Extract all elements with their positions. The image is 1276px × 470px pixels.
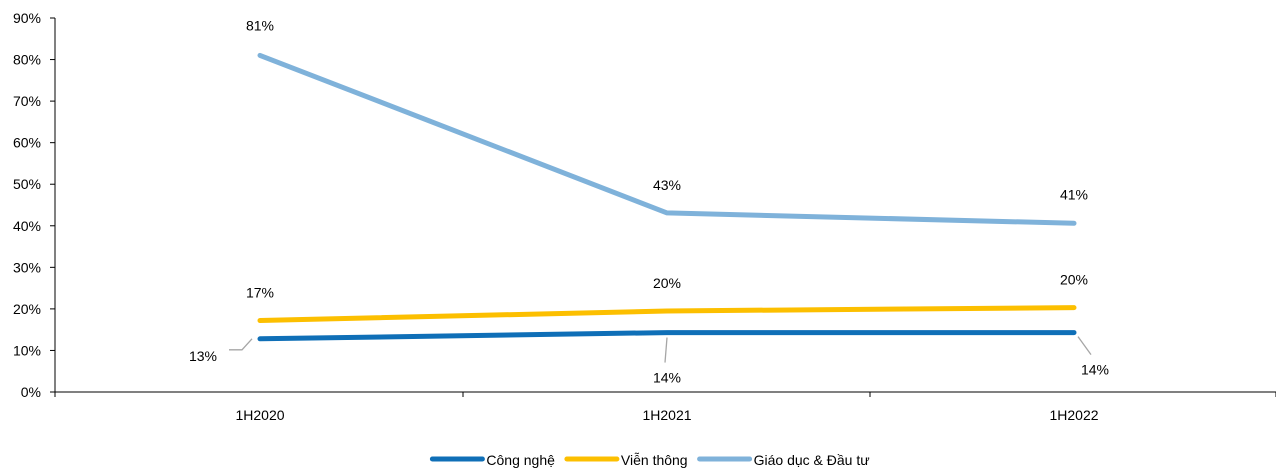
data-label: 14%: [1081, 362, 1109, 378]
y-tick-label: 70%: [13, 93, 41, 109]
y-tick-label: 0%: [21, 384, 41, 400]
data-label-leader: [229, 338, 253, 351]
y-tick-label: 40%: [13, 218, 41, 234]
x-tick-label: 1H2021: [642, 407, 691, 423]
data-label: 41%: [1060, 186, 1088, 202]
y-tick-label: 30%: [13, 259, 41, 275]
data-label: 43%: [653, 177, 681, 193]
data-label-leader: [1077, 336, 1092, 355]
y-axis: 0% 10% 20% 30% 40% 50% 60% 70% 80% 90%: [13, 10, 56, 400]
data-label: 13%: [189, 348, 217, 364]
data-label: 17%: [246, 285, 274, 301]
series-line-2: [257, 305, 1077, 324]
data-label: 14%: [653, 370, 681, 386]
x-tick-label: 1H2020: [235, 407, 284, 423]
legend-label: Viễn thông: [621, 452, 688, 468]
legend-label: Công nghệ: [486, 452, 555, 468]
legend-label: Giáo dục & Đầu tư: [754, 452, 870, 468]
y-tick-label: 50%: [13, 176, 41, 192]
series-layer: [257, 52, 1077, 342]
data-labels-layer: 13% 14% 14% 17% 20% 20% 81% 43% 41%: [189, 17, 1109, 385]
y-tick-label: 20%: [13, 301, 41, 317]
legend: Công nghệ Viễn thông Giáo dục & Đầu tư: [429, 452, 870, 468]
data-label: 20%: [1060, 272, 1088, 288]
x-axis: 1H2020 1H2021 1H2022: [54, 391, 1276, 423]
series-line-3: [257, 52, 1077, 226]
series-line-1: [257, 330, 1077, 342]
y-tick-label: 80%: [13, 52, 41, 68]
y-tick-label: 60%: [13, 135, 41, 151]
data-label: 20%: [653, 275, 681, 291]
x-tick-label: 1H2022: [1049, 407, 1098, 423]
y-tick-label: 90%: [13, 10, 41, 26]
data-label: 81%: [246, 17, 274, 33]
data-label-leader: [664, 337, 668, 363]
y-tick-label: 10%: [13, 342, 41, 358]
